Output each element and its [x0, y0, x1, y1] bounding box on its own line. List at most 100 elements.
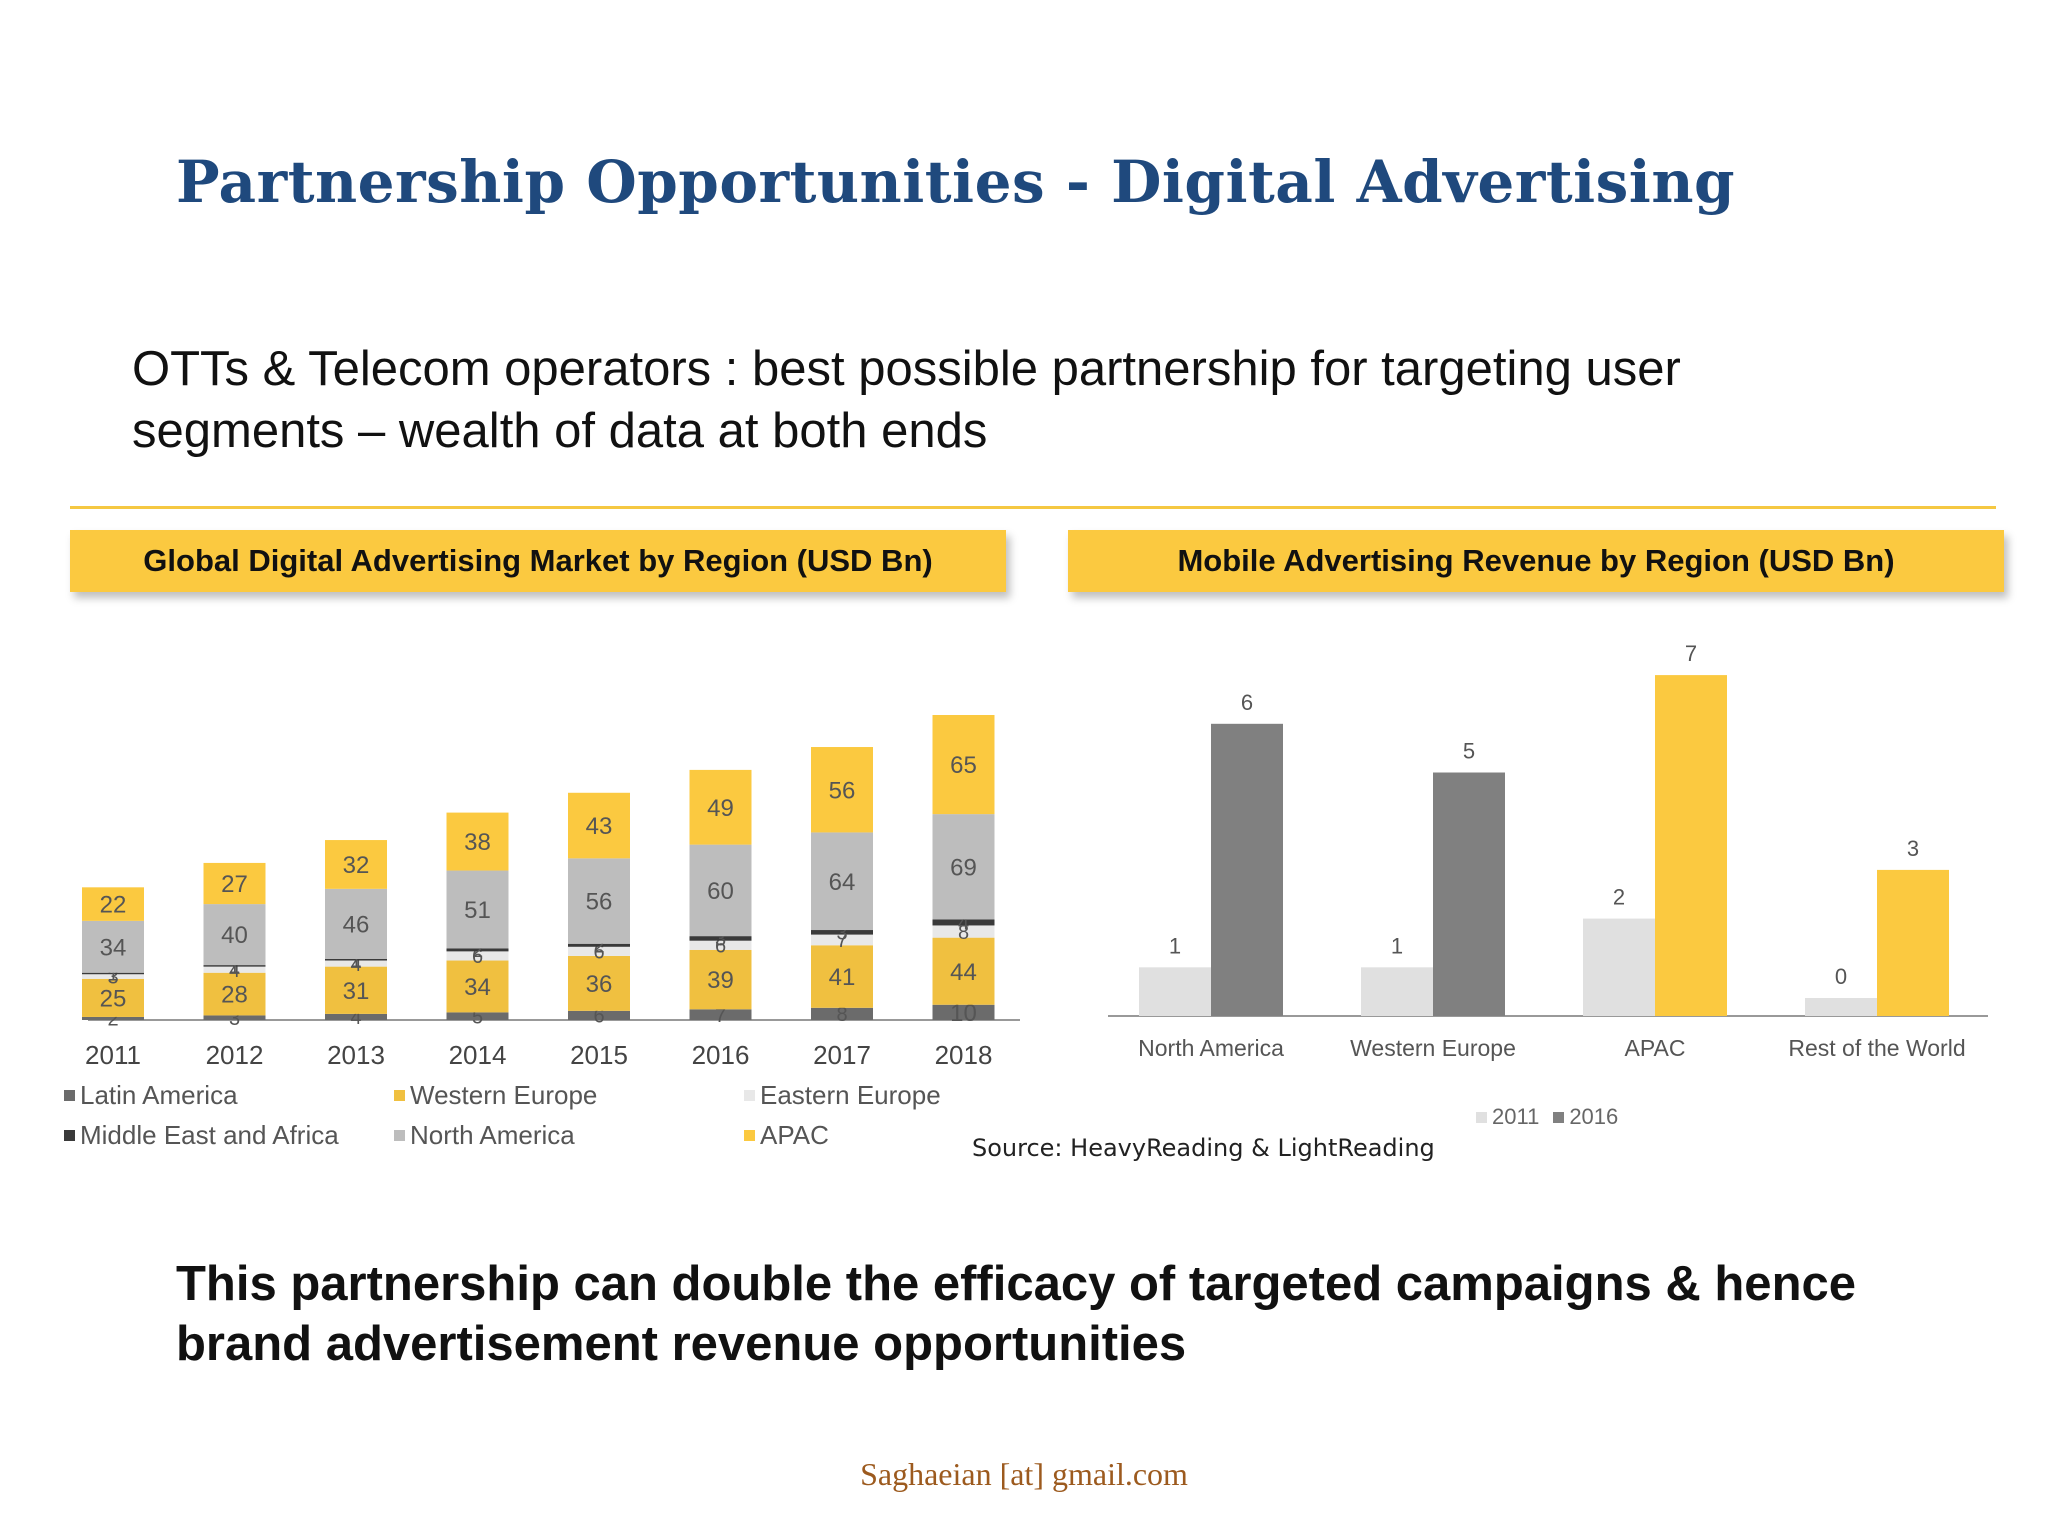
bar-latin-america-2012 [203, 1015, 266, 1020]
legend-label: APAC [760, 1120, 829, 1150]
bar-eastern-europe-2011 [82, 974, 144, 979]
legend-swatch [1553, 1111, 1565, 1123]
legend-item-middle-east-and-africa: Middle East and Africa [64, 1120, 339, 1151]
bar-eastern-europe-2016 [689, 940, 752, 950]
data-label-apac-2012: 27 [221, 871, 248, 898]
data-label-north-america-2011: 34 [100, 934, 127, 961]
data-label-eastern-europe-2018: 8 [958, 922, 969, 944]
data-label-latin-america-2015: 6 [593, 1006, 604, 1028]
right-chart-legend: 2011 2016 [1476, 1102, 1632, 1132]
data-label-western-europe-2016: 5 [1463, 739, 1475, 764]
left-chart-title: Global Digital Advertising Market by Reg… [70, 530, 1006, 592]
data-label-apac-2011: 2 [1613, 885, 1625, 910]
bar-rest-of-the-world-2016 [1877, 869, 1949, 1016]
x-tick-rest-of-the-world: Rest of the World [1788, 1035, 1965, 1061]
conclusion-text: This partnership can double the efficacy… [176, 1257, 1856, 1371]
bar-middle-east-and-africa-2012 [203, 965, 266, 967]
bar-apac-2014 [446, 812, 509, 871]
left-chart-legend: Latin America Western Europe Eastern Europ… [64, 1080, 1024, 1170]
bar-apac-2011 [82, 887, 144, 921]
data-label-latin-america-2012: 3 [229, 1008, 240, 1030]
bar-middle-east-and-africa-2018 [932, 919, 995, 926]
bar-latin-america-2018 [932, 1004, 995, 1020]
bar-apac-2018 [932, 715, 995, 815]
intro-text: OTTs & Telecom operators : best possible… [132, 342, 1681, 458]
legend-label: North America [410, 1120, 575, 1150]
bar-apac-2013 [325, 840, 387, 889]
bar-apac-2011 [1583, 918, 1655, 1016]
data-label-north-america-2011: 1 [1169, 933, 1181, 958]
bar-western-europe-2016 [1433, 772, 1505, 1016]
bar-rest-of-the-world-2011 [1805, 998, 1877, 1016]
bar-eastern-europe-2013 [325, 960, 387, 967]
data-label-latin-america-2017: 8 [836, 1004, 847, 1026]
legend-label: Latin America [80, 1080, 238, 1110]
bar-eastern-europe-2017 [811, 934, 873, 946]
bar-latin-america-2015 [568, 1010, 630, 1020]
data-label-middle-east-and-africa-2014: 2 [472, 940, 483, 962]
data-label-apac-2017: 56 [829, 777, 856, 804]
bar-eastern-europe-2018 [932, 925, 995, 938]
data-label-middle-east-and-africa-2012: 1 [229, 956, 240, 978]
bar-latin-america-2014 [446, 1012, 509, 1020]
bar-middle-east-and-africa-2015 [568, 943, 630, 947]
bar-eastern-europe-2014 [446, 951, 509, 961]
data-label-western-europe-2012: 28 [221, 982, 248, 1009]
legend-swatch [744, 1130, 755, 1141]
legend-label: Middle East and Africa [80, 1120, 339, 1150]
data-label-north-america-2017: 64 [829, 869, 856, 896]
data-label-eastern-europe-2013: 4 [350, 954, 361, 976]
bar-north-america-2013 [325, 888, 387, 959]
data-label-western-europe-2017: 41 [829, 964, 856, 991]
right-chart-title: Mobile Advertising Revenue by Region (US… [1068, 530, 2004, 592]
bar-western-europe-2018 [932, 937, 995, 1005]
data-label-latin-america-2013: 4 [350, 1007, 361, 1029]
data-label-eastern-europe-2014: 6 [472, 946, 483, 968]
data-label-latin-america-2016: 7 [715, 1005, 726, 1027]
slide-title: Partnership Opportunities - Digital Adve… [176, 148, 1736, 216]
divider-line [70, 506, 1996, 509]
data-label-western-europe-2015: 36 [586, 971, 613, 998]
data-label-middle-east-and-africa-2013: 1 [350, 950, 361, 972]
bar-western-europe-2015 [568, 955, 630, 1011]
x-tick-2014: 2014 [449, 1040, 507, 1070]
bar-western-europe-2012 [203, 972, 266, 1016]
bar-latin-america-2017 [811, 1007, 873, 1020]
bar-western-europe-2016 [689, 949, 752, 1010]
bar-western-europe-2011 [82, 978, 144, 1017]
data-label-western-europe-2013: 31 [343, 978, 370, 1005]
data-label-western-europe-2016: 39 [707, 967, 734, 994]
bar-middle-east-and-africa-2014 [446, 948, 509, 952]
legend-item-north-america: North America [394, 1120, 575, 1151]
legend-item-eastern-europe: Eastern Europe [744, 1080, 941, 1111]
bar-middle-east-and-africa-2011 [82, 972, 144, 975]
data-label-north-america-2012: 40 [221, 922, 248, 949]
bar-apac-2016 [689, 769, 752, 845]
legend-swatch [64, 1130, 75, 1141]
data-label-western-europe-2014: 34 [464, 974, 491, 1001]
data-label-rest-of-the-world-2011: 0 [1835, 964, 1847, 989]
source-note: Source: HeavyReading & LightReading [972, 1134, 1435, 1162]
legend-swatch [1476, 1111, 1487, 1123]
data-label-apac-2016: 7 [1685, 641, 1697, 666]
bar-apac-2016 [1655, 675, 1727, 1016]
bar-western-europe-2011 [1361, 967, 1433, 1016]
bar-north-america-2011 [1139, 967, 1211, 1016]
data-label-middle-east-and-africa-2017: 3 [836, 923, 847, 945]
data-label-north-america-2018: 69 [950, 854, 977, 881]
legend-item-western-europe: Western Europe [394, 1080, 597, 1111]
bar-middle-east-and-africa-2016 [689, 936, 752, 941]
data-label-north-america-2016: 60 [707, 878, 734, 905]
data-label-western-europe-2018: 44 [950, 959, 977, 986]
legend-item-2011: 2011 [1476, 1104, 1539, 1130]
x-tick-apac: APAC [1625, 1035, 1686, 1061]
data-label-eastern-europe-2017: 7 [836, 930, 847, 952]
data-label-apac-2014: 38 [464, 829, 491, 856]
x-tick-2018: 2018 [935, 1040, 993, 1070]
bar-apac-2017 [811, 747, 873, 833]
legend-swatch [394, 1130, 405, 1141]
data-label-latin-america-2011: 2 [107, 1009, 118, 1031]
legend-label: 2011 [1492, 1104, 1540, 1129]
x-tick-2017: 2017 [813, 1040, 871, 1070]
bar-north-america-2014 [446, 870, 509, 949]
